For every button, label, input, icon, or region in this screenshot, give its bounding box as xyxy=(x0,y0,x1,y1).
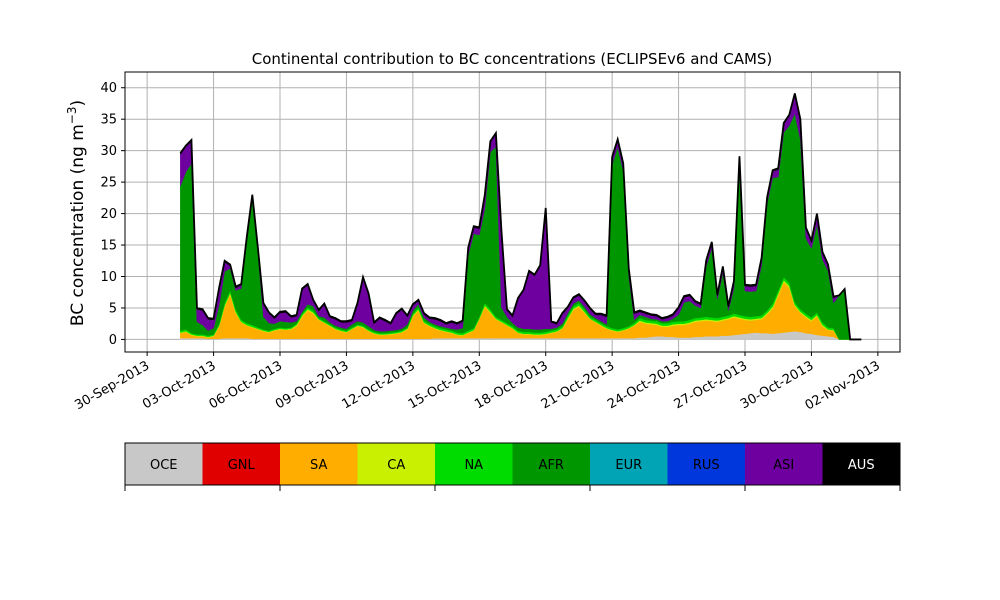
x-tick-label: 24-Oct-2013 xyxy=(605,358,683,412)
x-tick-label: 06-Oct-2013 xyxy=(207,358,285,412)
x-tick-label: 02-Nov-2013 xyxy=(803,358,883,413)
legend-label-gnl: GNL xyxy=(228,458,256,473)
legend-label-ca: CA xyxy=(387,458,405,473)
x-tick-label: 18-Oct-2013 xyxy=(472,358,550,412)
x-tick-label: 09-Oct-2013 xyxy=(273,358,351,412)
x-tick-label: 21-Oct-2013 xyxy=(539,358,617,412)
legend-label-aus: AUS xyxy=(848,458,875,473)
chart-title: Continental contribution to BC concentra… xyxy=(252,50,773,68)
x-tick-label: 12-Oct-2013 xyxy=(339,358,417,412)
legend-label-na: NA xyxy=(464,458,483,473)
x-tick-label: 30-Sep-2013 xyxy=(72,358,152,413)
legend-label-oce: OCE xyxy=(150,458,178,473)
x-tick-label: 03-Oct-2013 xyxy=(140,358,218,412)
legend-swatch-aus xyxy=(822,443,900,485)
stacked-areas xyxy=(179,93,862,341)
legend-label-sa: SA xyxy=(310,458,327,473)
legend-swatch-oce xyxy=(125,443,203,485)
y-tick-label: 10 xyxy=(100,270,117,285)
plot-frame xyxy=(124,71,901,353)
legend-colorbar: OCE GNL SA CA NA AFR EUR RUS ASI AUS xyxy=(124,442,901,491)
x-tick-label: 27-Oct-2013 xyxy=(672,358,750,412)
legend-label-afr: AFR xyxy=(539,458,564,473)
legend-swatch-ca xyxy=(357,443,435,485)
y-tick-label: 40 xyxy=(100,81,117,96)
y-tick-label: 15 xyxy=(100,239,117,254)
legend-label-eur: EUR xyxy=(615,458,642,473)
y-tick-label: 20 xyxy=(100,207,117,222)
y-tick-label: 5 xyxy=(109,301,117,316)
y-tick-label: 30 xyxy=(100,144,117,159)
legend-frame xyxy=(124,442,901,486)
legend-swatch-eur xyxy=(590,443,668,485)
total-outline xyxy=(179,93,862,341)
legend-swatch-gnl xyxy=(202,443,280,485)
legend-swatch-rus xyxy=(667,443,745,485)
legend-swatch-na xyxy=(435,443,513,485)
y-tick-label: 25 xyxy=(100,176,117,191)
legend-label-rus: RUS xyxy=(693,458,720,473)
legend-swatch-sa xyxy=(280,443,358,485)
x-tick-label: 15-Oct-2013 xyxy=(406,358,484,412)
legend-swatch-asi xyxy=(745,443,823,485)
y-axis-label: BC concentration (ng m−3) xyxy=(65,100,88,326)
legend-label-asi: ASI xyxy=(773,458,794,473)
legend-swatch-afr xyxy=(512,443,590,485)
y-tick-label: 0 xyxy=(109,333,117,348)
y-tick-label: 35 xyxy=(100,113,117,128)
